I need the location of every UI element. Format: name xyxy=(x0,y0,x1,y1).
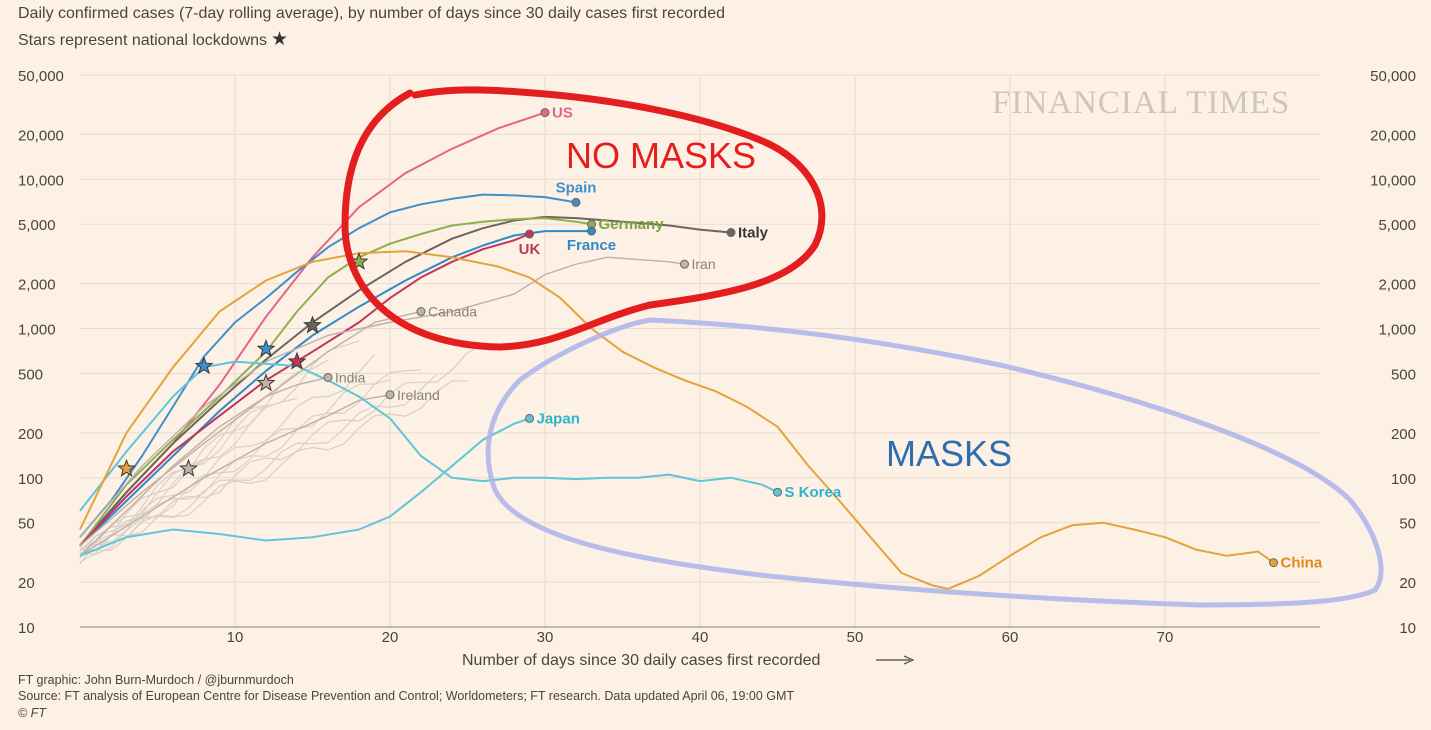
series-line xyxy=(79,360,778,512)
hand-drawn-annotations xyxy=(341,86,1384,608)
y-tick-label-right: 100 xyxy=(1391,471,1416,488)
series-label: Germany xyxy=(599,216,665,233)
y-tick-label-left: 20,000 xyxy=(18,127,64,144)
y-tick-label-left: 500 xyxy=(18,366,43,383)
series-marks: US Spain Italy Germany France UK Iran Canada Ind… xyxy=(117,105,1323,572)
ft-watermark: FINANCIAL TIMES xyxy=(992,85,1291,121)
series-endpoint xyxy=(416,307,426,317)
masks-label: MASKS xyxy=(886,433,1013,474)
background-country-line xyxy=(79,359,329,556)
x-axis-arrow-head xyxy=(903,655,915,665)
y-tick-label-right: 5,000 xyxy=(1378,217,1416,234)
background-country-line xyxy=(79,380,468,551)
lockdown-star-icon xyxy=(256,373,276,392)
y-tick-label-right: 200 xyxy=(1391,426,1416,443)
y-tick-label-right: 500 xyxy=(1391,366,1416,383)
series-endpoint xyxy=(773,487,782,497)
lockdown-star-icon xyxy=(303,315,322,334)
footer-copyright: © FT xyxy=(18,706,46,720)
y-tick-label-right: 20,000 xyxy=(1370,127,1416,144)
series-line xyxy=(79,310,422,547)
series-label: Japan xyxy=(537,410,580,427)
series-label: Italy xyxy=(738,225,769,242)
series-label: China xyxy=(1281,555,1323,572)
x-tick-label: 70 xyxy=(1157,629,1174,646)
background-country-line xyxy=(79,354,375,550)
y-tick-label-left: 50,000 xyxy=(18,68,64,85)
star-icon: ★ xyxy=(271,29,289,50)
background-country-line xyxy=(79,373,437,556)
series-lines xyxy=(79,111,1275,590)
y-tick-label-left: 100 xyxy=(18,471,43,488)
series-endpoint xyxy=(571,197,581,207)
series-label: US xyxy=(552,105,573,122)
y-tick-label-left: 200 xyxy=(18,426,43,443)
series-line xyxy=(79,217,592,547)
series-endpoint xyxy=(680,259,689,269)
x-tick-label: 60 xyxy=(1002,629,1019,646)
y-tick-label-right: 10,000 xyxy=(1370,172,1416,189)
y-tick-label-left: 2,000 xyxy=(18,277,56,294)
x-axis-title: Number of days since 30 daily cases firs… xyxy=(462,652,820,669)
series-label: India xyxy=(335,369,366,385)
y-tick-label-left: 5,000 xyxy=(18,217,56,234)
lockdown-star-icon xyxy=(256,338,276,357)
series-endpoint xyxy=(385,390,395,400)
x-tick-label: 40 xyxy=(692,629,709,646)
series-label: Iran xyxy=(692,256,716,272)
x-tick-label: 20 xyxy=(382,629,399,646)
series-line xyxy=(79,394,391,557)
series-label: Ireland xyxy=(397,387,440,403)
x-tick-label: 50 xyxy=(847,629,864,646)
series-endpoint xyxy=(587,226,596,236)
series-label: S Korea xyxy=(785,484,842,501)
no-masks-loop xyxy=(341,86,826,351)
no-masks-label: NO MASKS xyxy=(566,135,757,176)
y-tick-label-left: 50 xyxy=(18,516,35,533)
y-tick-label-right: 50,000 xyxy=(1370,68,1416,85)
background-country-line xyxy=(79,340,360,557)
lockdown-star-icon xyxy=(194,356,214,375)
series-line xyxy=(79,215,732,547)
series-label: France xyxy=(567,237,616,254)
series-line xyxy=(79,230,592,547)
y-tick-label-right: 50 xyxy=(1399,516,1416,533)
footer-credit: FT graphic: John Burn-Murdoch / @jburnmu… xyxy=(18,673,294,687)
series-line xyxy=(79,233,530,547)
x-tick-label: 30 xyxy=(537,629,554,646)
y-tick-label-left: 20 xyxy=(18,575,35,592)
y-tick-label-left: 10,000 xyxy=(18,172,64,189)
axes: 10 10 20 20 50 50 100 100 200 200 500 500 1,000 1,000… xyxy=(18,68,1416,669)
series-endpoint xyxy=(525,229,534,239)
background-country-line xyxy=(79,343,499,559)
series-line xyxy=(79,193,577,538)
series-line xyxy=(79,376,329,557)
series-endpoint xyxy=(525,413,534,423)
y-tick-label-left: 10 xyxy=(18,620,35,637)
series-label: Spain xyxy=(556,179,597,196)
series-line xyxy=(79,417,530,557)
y-tick-label-left: 1,000 xyxy=(18,322,56,339)
series-endpoint xyxy=(540,108,550,118)
chart-subtitle: Daily confirmed cases (7-day rolling ave… xyxy=(18,5,725,22)
y-tick-label-right: 20 xyxy=(1399,575,1416,592)
series-label: Canada xyxy=(428,304,477,320)
lockdown-note-text: Stars represent national lockdowns xyxy=(18,32,268,49)
series-line xyxy=(79,256,685,538)
lockdown-star-icon xyxy=(179,458,198,477)
series-endpoint xyxy=(1269,558,1278,568)
x-tick-label: 10 xyxy=(227,629,244,646)
series-label: UK xyxy=(519,241,541,258)
lockdown-star-icon xyxy=(117,458,136,477)
y-tick-label-right: 1,000 xyxy=(1378,322,1416,339)
lockdown-note: Stars represent national lockdowns ★ xyxy=(18,28,288,51)
y-tick-label-right: 2,000 xyxy=(1378,277,1416,294)
masks-loop xyxy=(485,317,1384,608)
y-tick-label-right: 10 xyxy=(1399,620,1416,637)
series-endpoint xyxy=(323,372,333,382)
lockdown-star-icon xyxy=(287,351,307,370)
footer-source: Source: FT analysis of European Centre f… xyxy=(18,689,795,703)
series-endpoint xyxy=(726,228,736,238)
